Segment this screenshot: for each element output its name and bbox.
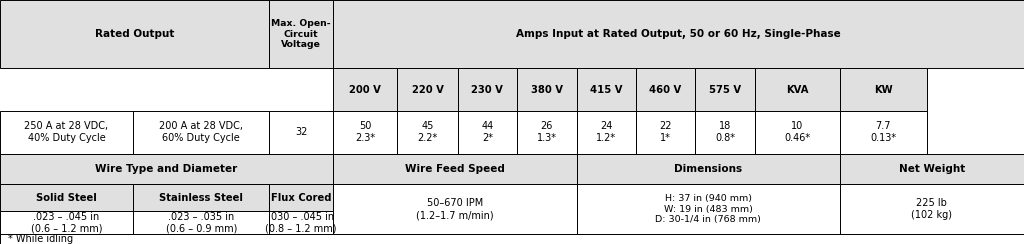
Bar	[517, 68, 577, 111]
Bar	[133, 211, 269, 234]
Bar	[0, 211, 133, 234]
Bar	[517, 111, 577, 154]
Text: .030 – .045 in
(0.8 – 1.2 mm): .030 – .045 in (0.8 – 1.2 mm)	[265, 212, 337, 234]
Bar	[133, 184, 269, 211]
Text: Amps Input at Rated Output, 50 or 60 Hz, Single-Phase: Amps Input at Rated Output, 50 or 60 Hz,…	[516, 29, 841, 39]
Text: 460 V: 460 V	[649, 85, 682, 95]
Text: 10
0.46*: 10 0.46*	[784, 121, 810, 143]
Bar	[0, 111, 133, 154]
Text: * While idling: * While idling	[8, 234, 74, 244]
Bar	[269, 211, 333, 234]
Bar	[397, 111, 458, 154]
Bar	[636, 111, 695, 154]
Bar	[636, 68, 695, 111]
Text: Solid Steel: Solid Steel	[36, 193, 97, 203]
Bar	[333, 184, 577, 234]
Text: 22
1*: 22 1*	[659, 121, 672, 143]
Text: 250 A at 28 VDC,
40% Duty Cycle: 250 A at 28 VDC, 40% Duty Cycle	[25, 121, 109, 143]
Bar	[0, 234, 1024, 244]
Bar	[269, 111, 333, 154]
Bar	[840, 111, 927, 154]
Text: 575 V: 575 V	[709, 85, 741, 95]
Text: .023 – .045 in
(0.6 – 1.2 mm): .023 – .045 in (0.6 – 1.2 mm)	[31, 212, 102, 234]
Text: 45
2.2*: 45 2.2*	[418, 121, 437, 143]
Text: 200 A at 28 VDC,
60% Duty Cycle: 200 A at 28 VDC, 60% Duty Cycle	[159, 121, 244, 143]
Bar	[0, 154, 333, 184]
Text: 50
2.3*: 50 2.3*	[355, 121, 375, 143]
Bar	[333, 111, 397, 154]
Text: Wire Feed Speed: Wire Feed Speed	[404, 164, 505, 174]
Bar	[133, 111, 269, 154]
Bar	[397, 68, 458, 111]
Text: KVA: KVA	[786, 85, 808, 95]
Bar	[333, 0, 1024, 68]
Bar	[840, 68, 927, 111]
Bar	[577, 68, 636, 111]
Bar	[695, 111, 755, 154]
Text: 24
1.2*: 24 1.2*	[596, 121, 616, 143]
Text: .023 – .035 in
(0.6 – 0.9 mm): .023 – .035 in (0.6 – 0.9 mm)	[166, 212, 237, 234]
Bar	[577, 154, 840, 184]
Bar	[0, 0, 269, 68]
Bar	[333, 68, 397, 111]
Text: 200 V: 200 V	[349, 85, 381, 95]
Text: KW: KW	[873, 85, 893, 95]
Text: 230 V: 230 V	[471, 85, 504, 95]
Text: 32: 32	[295, 127, 307, 137]
Bar	[577, 184, 840, 234]
Text: Net Weight: Net Weight	[899, 164, 965, 174]
Bar	[458, 68, 517, 111]
Text: 26
1.3*: 26 1.3*	[537, 121, 557, 143]
Text: Dimensions: Dimensions	[674, 164, 742, 174]
Bar	[269, 184, 333, 211]
Bar	[755, 68, 840, 111]
Text: 44
2*: 44 2*	[481, 121, 494, 143]
Bar	[577, 111, 636, 154]
Text: Stainless Steel: Stainless Steel	[160, 193, 243, 203]
Text: 7.7
0.13*: 7.7 0.13*	[870, 121, 896, 143]
Text: 415 V: 415 V	[590, 85, 623, 95]
Bar	[755, 111, 840, 154]
Bar	[0, 184, 133, 211]
Text: Max. Open-
Circuit
Voltage: Max. Open- Circuit Voltage	[271, 19, 331, 49]
Bar	[840, 184, 1024, 234]
Bar	[840, 154, 1024, 184]
Bar	[695, 68, 755, 111]
Text: 380 V: 380 V	[530, 85, 563, 95]
Text: Wire Type and Diameter: Wire Type and Diameter	[95, 164, 238, 174]
Text: Flux Cored: Flux Cored	[270, 193, 332, 203]
Text: 50–670 IPM
(1.2–1.7 m/min): 50–670 IPM (1.2–1.7 m/min)	[416, 198, 494, 220]
Bar	[269, 0, 333, 68]
Bar	[458, 111, 517, 154]
Text: 225 lb
(102 kg): 225 lb (102 kg)	[911, 198, 952, 220]
Text: H: 37 in (940 mm)
W: 19 in (483 mm)
D: 30-1/4 in (768 mm): H: 37 in (940 mm) W: 19 in (483 mm) D: 3…	[655, 194, 761, 224]
Bar	[333, 154, 577, 184]
Text: 18
0.8*: 18 0.8*	[715, 121, 735, 143]
Text: 220 V: 220 V	[412, 85, 443, 95]
Text: Rated Output: Rated Output	[95, 29, 174, 39]
